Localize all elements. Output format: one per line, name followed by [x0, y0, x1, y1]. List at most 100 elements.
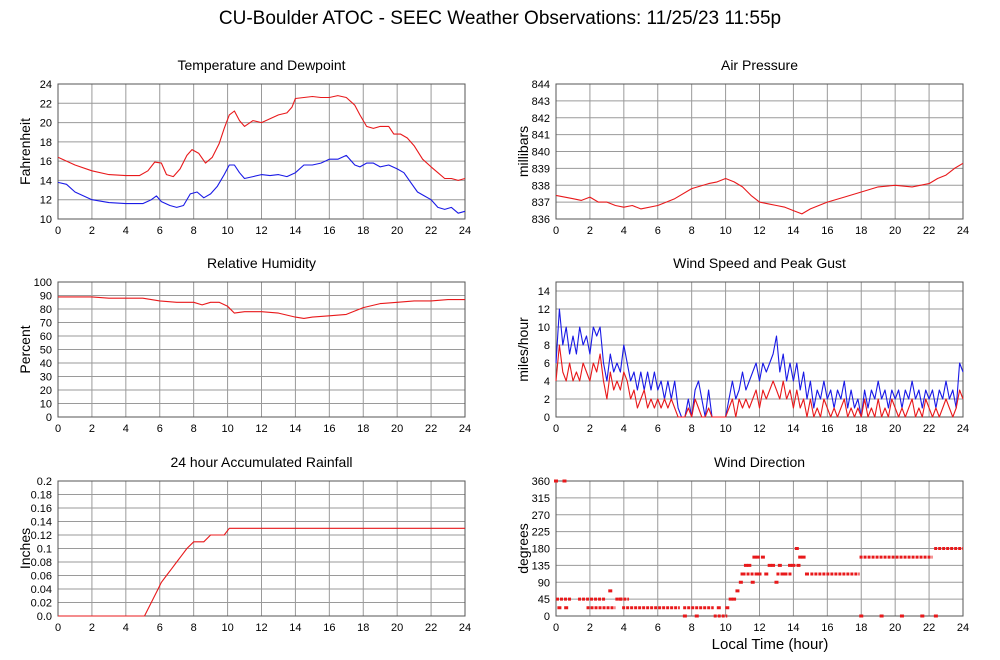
- x-tick-label: 2: [587, 622, 593, 634]
- y-tick-label: 0.14: [31, 517, 52, 529]
- x-tick-label: 12: [255, 225, 267, 237]
- x-tick-label: 10: [719, 622, 731, 634]
- y-tick-label: 839: [532, 163, 550, 175]
- x-tick-label: 4: [621, 423, 627, 435]
- y-tick-label: 0.04: [31, 584, 52, 596]
- page-title: CU-Boulder ATOC - SEEC Weather Observati…: [218, 8, 782, 29]
- plot-frame: [555, 281, 964, 418]
- y-tick-label: 70: [40, 318, 52, 330]
- data-point: [764, 572, 769, 576]
- y-tick-label: 315: [532, 493, 550, 505]
- x-tick-label: 6: [157, 423, 163, 435]
- y-axis-label: miles/hour: [515, 317, 531, 382]
- chart-title: Temperature and Dewpoint: [177, 57, 345, 73]
- x-tick-label: 14: [787, 622, 799, 634]
- y-tick-label: 24: [40, 79, 52, 91]
- grid: [57, 83, 466, 220]
- data-point: [933, 614, 938, 618]
- x-tick-label: 6: [157, 622, 163, 634]
- x-tick-label: 18: [357, 423, 369, 435]
- y-tick-label: 22: [40, 98, 52, 110]
- plot-frame: [57, 83, 466, 220]
- data-point: [782, 572, 787, 576]
- x-tick-label: 10: [719, 423, 731, 435]
- data-point: [716, 606, 721, 610]
- data-point: [767, 563, 772, 567]
- y-tick-label: 45: [538, 594, 550, 606]
- y-tick-label: 12: [40, 195, 52, 207]
- series-line-0: [58, 527, 465, 617]
- data-point: [682, 614, 687, 618]
- y-tick-label: 836: [532, 214, 550, 226]
- x-tick-label: 0: [553, 225, 559, 237]
- x-tick-label: 0: [55, 225, 61, 237]
- data-point: [791, 563, 796, 567]
- x-tick-label: 22: [425, 225, 437, 237]
- data-point: [738, 580, 743, 584]
- x-tick-label: 6: [655, 225, 661, 237]
- x-tick-label: 14: [289, 225, 301, 237]
- x-tick-label: 18: [357, 622, 369, 634]
- y-tick-label: 10: [40, 214, 52, 226]
- x-tick-label: 16: [821, 423, 833, 435]
- x-tick-label: 2: [587, 423, 593, 435]
- y-tick-label: 270: [532, 510, 550, 522]
- data-point: [757, 572, 762, 576]
- y-tick-label: 14: [538, 286, 550, 298]
- x-tick-label: 12: [753, 225, 765, 237]
- data-point: [732, 597, 737, 601]
- data-point: [796, 563, 801, 567]
- x-tick-label: 24: [957, 622, 969, 634]
- y-tick-label: 0.18: [31, 490, 52, 502]
- y-tick-label: 0.06: [31, 571, 52, 583]
- y-tick-label: 837: [532, 197, 550, 209]
- x-tick-label: 0: [553, 423, 559, 435]
- data-point: [755, 555, 760, 559]
- x-tick-label: 20: [889, 225, 901, 237]
- x-tick-label: 10: [221, 423, 233, 435]
- x-tick-label: 8: [689, 423, 695, 435]
- data-point: [725, 606, 730, 610]
- y-tick-label: 0: [544, 611, 550, 623]
- x-tick-label: 18: [855, 423, 867, 435]
- chart-title: Relative Humidity: [207, 255, 316, 271]
- x-tick-label: 2: [89, 225, 95, 237]
- plot-frame: [57, 281, 466, 418]
- y-tick-label: 135: [532, 560, 550, 572]
- x-tick-label: 14: [787, 225, 799, 237]
- data-point: [920, 614, 925, 618]
- y-tick-label: 18: [40, 137, 52, 149]
- y-tick-label: 0.0: [37, 611, 52, 623]
- x-tick-label: 14: [787, 423, 799, 435]
- x-tick-label: 22: [425, 423, 437, 435]
- y-tick-label: 8: [544, 340, 550, 352]
- y-tick-label: 60: [40, 331, 52, 343]
- grid: [555, 282, 964, 418]
- x-axis-title: Local Time (hour): [711, 636, 829, 653]
- y-axis-label: Inches: [17, 528, 33, 569]
- series-line-0: [57, 95, 466, 181]
- x-tick-label: 12: [753, 423, 765, 435]
- x-tick-label: 18: [855, 225, 867, 237]
- data-point: [557, 606, 562, 610]
- y-tick-label: 0.12: [31, 530, 52, 542]
- y-axis-label: Fahrenheit: [17, 118, 33, 185]
- y-tick-label: 14: [40, 175, 52, 187]
- data-point: [804, 572, 809, 576]
- x-tick-label: 22: [923, 423, 935, 435]
- series-line-1: [57, 154, 466, 214]
- x-tick-label: 14: [289, 622, 301, 634]
- chart-title: Wind Speed and Peak Gust: [673, 255, 846, 271]
- x-tick-label: 12: [255, 622, 267, 634]
- x-tick-label: 4: [621, 225, 627, 237]
- series-line-1: [555, 344, 964, 418]
- y-tick-label: 841: [532, 130, 550, 142]
- y-tick-label: 844: [532, 79, 550, 91]
- y-tick-label: 2: [544, 394, 550, 406]
- y-tick-label: 90: [40, 291, 52, 303]
- x-tick-label: 8: [689, 225, 695, 237]
- x-tick-label: 4: [123, 423, 129, 435]
- x-tick-label: 2: [587, 225, 593, 237]
- x-tick-label: 2: [89, 622, 95, 634]
